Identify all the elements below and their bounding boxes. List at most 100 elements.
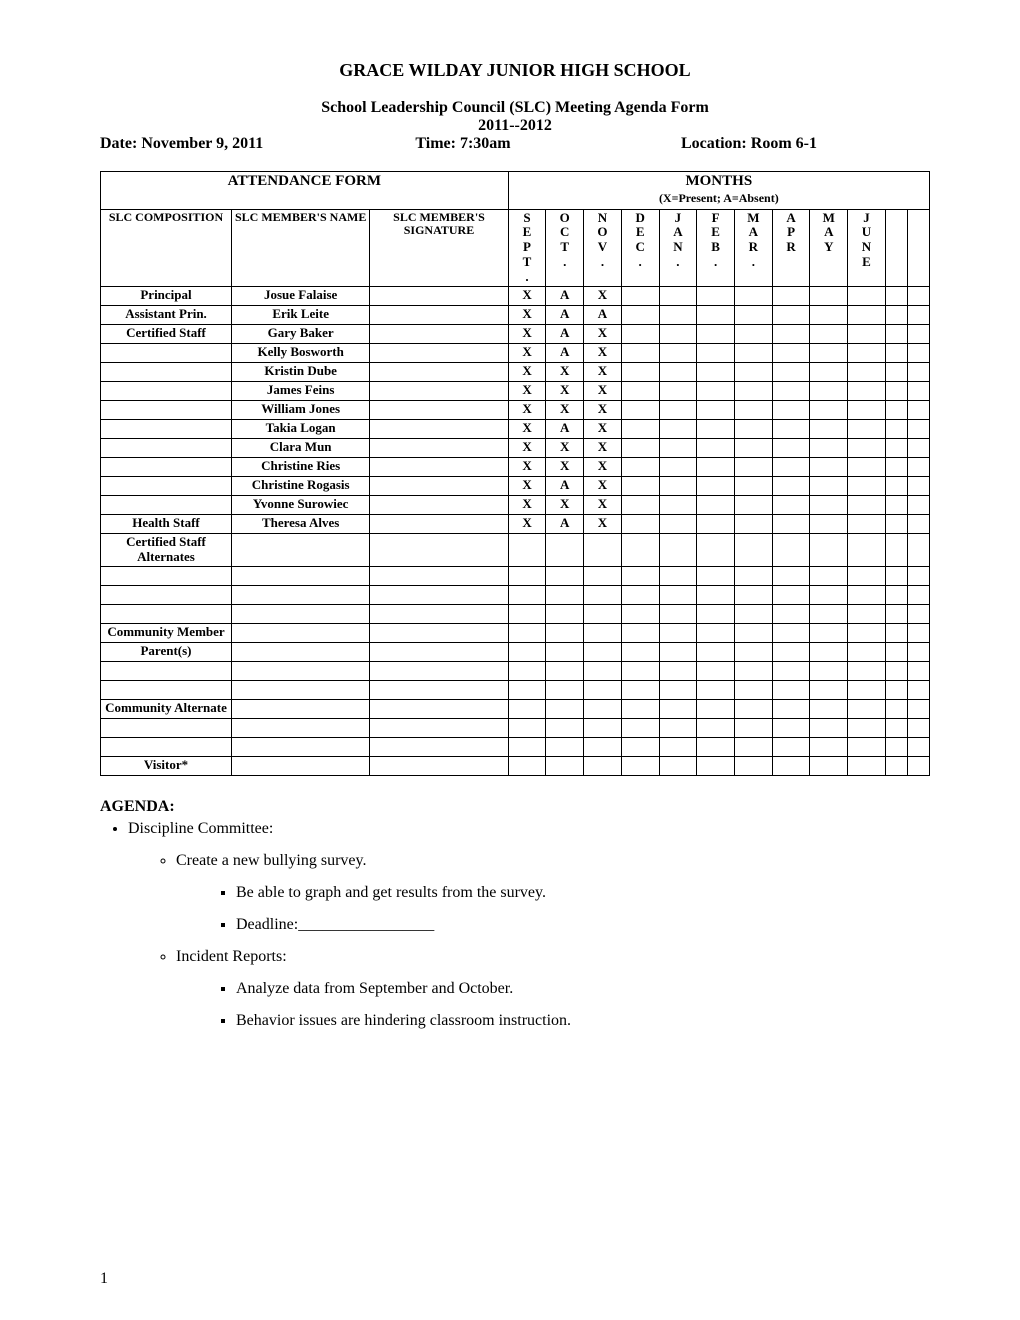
cell-name: Christine Ries	[232, 458, 370, 477]
cell-month	[772, 643, 810, 662]
cell-month	[848, 534, 886, 567]
cell-month: X	[508, 306, 546, 325]
cell-month	[584, 586, 622, 605]
cell-month: A	[546, 325, 584, 344]
cell-month	[584, 700, 622, 719]
cell-extra	[885, 420, 907, 439]
cell-month	[621, 643, 659, 662]
cell-extra	[885, 586, 907, 605]
agenda-item-1b: Incident Reports: Analyze data from Sept…	[176, 948, 930, 1030]
cell-composition	[101, 477, 232, 496]
cell-month	[697, 534, 735, 567]
cell-month	[810, 344, 848, 363]
cell-month	[659, 439, 697, 458]
col-nov: NOV.	[584, 209, 622, 287]
cell-month	[848, 738, 886, 757]
cell-extra	[885, 477, 907, 496]
table-row	[101, 738, 930, 757]
cell-signature	[370, 738, 508, 757]
cell-signature	[370, 287, 508, 306]
cell-month	[546, 681, 584, 700]
cell-month	[848, 624, 886, 643]
cell-month	[621, 496, 659, 515]
cell-month	[546, 586, 584, 605]
cell-month: X	[584, 458, 622, 477]
cell-month	[848, 325, 886, 344]
cell-extra	[885, 662, 907, 681]
cell-name: Clara Mun	[232, 439, 370, 458]
page-number: 1	[100, 1270, 108, 1288]
cell-signature	[370, 439, 508, 458]
cell-composition: Certified Staff	[101, 325, 232, 344]
cell-month	[621, 624, 659, 643]
cell-month	[584, 643, 622, 662]
col-feb: FEB.	[697, 209, 735, 287]
cell-month	[659, 605, 697, 624]
cell-signature	[370, 534, 508, 567]
cell-composition	[101, 586, 232, 605]
cell-month	[621, 420, 659, 439]
cell-name	[232, 681, 370, 700]
cell-extra	[907, 363, 929, 382]
cell-month	[772, 496, 810, 515]
cell-month: X	[546, 363, 584, 382]
cell-month	[697, 719, 735, 738]
cell-month	[546, 662, 584, 681]
cell-month	[848, 306, 886, 325]
cell-extra	[885, 382, 907, 401]
cell-month	[772, 586, 810, 605]
cell-month	[697, 605, 735, 624]
cell-name: Gary Baker	[232, 325, 370, 344]
cell-month	[848, 363, 886, 382]
cell-month	[697, 420, 735, 439]
cell-month: X	[508, 515, 546, 534]
cell-month	[621, 700, 659, 719]
cell-month	[734, 306, 772, 325]
cell-month	[848, 344, 886, 363]
cell-month: X	[584, 496, 622, 515]
cell-month: X	[584, 420, 622, 439]
cell-month	[659, 363, 697, 382]
cell-month	[508, 534, 546, 567]
cell-signature	[370, 605, 508, 624]
cell-signature	[370, 382, 508, 401]
cell-extra	[907, 643, 929, 662]
cell-month	[621, 306, 659, 325]
cell-month: X	[508, 382, 546, 401]
cell-month	[810, 401, 848, 420]
meta-date: Date: November 9, 2011	[100, 135, 415, 153]
cell-month	[546, 643, 584, 662]
cell-month	[621, 738, 659, 757]
cell-composition: Health Staff	[101, 515, 232, 534]
cell-month	[772, 325, 810, 344]
cell-signature	[370, 477, 508, 496]
cell-month	[848, 287, 886, 306]
cell-month	[734, 534, 772, 567]
cell-extra	[885, 719, 907, 738]
cell-name: Takia Logan	[232, 420, 370, 439]
cell-month	[848, 458, 886, 477]
table-row	[101, 567, 930, 586]
cell-month	[734, 382, 772, 401]
cell-month	[772, 477, 810, 496]
cell-signature	[370, 681, 508, 700]
cell-composition	[101, 496, 232, 515]
cell-signature	[370, 420, 508, 439]
cell-month	[697, 477, 735, 496]
cell-month	[772, 719, 810, 738]
form-title: School Leadership Council (SLC) Meeting …	[100, 99, 930, 117]
cell-extra	[907, 662, 929, 681]
table-row: Certified Staff Alternates	[101, 534, 930, 567]
cell-month	[621, 477, 659, 496]
cell-month	[508, 738, 546, 757]
cell-extra	[885, 287, 907, 306]
cell-month	[734, 624, 772, 643]
cell-month	[697, 700, 735, 719]
cell-month	[772, 567, 810, 586]
cell-month: X	[584, 515, 622, 534]
cell-month: X	[546, 496, 584, 515]
cell-month	[659, 401, 697, 420]
cell-signature	[370, 401, 508, 420]
cell-month	[848, 719, 886, 738]
cell-month: X	[508, 401, 546, 420]
